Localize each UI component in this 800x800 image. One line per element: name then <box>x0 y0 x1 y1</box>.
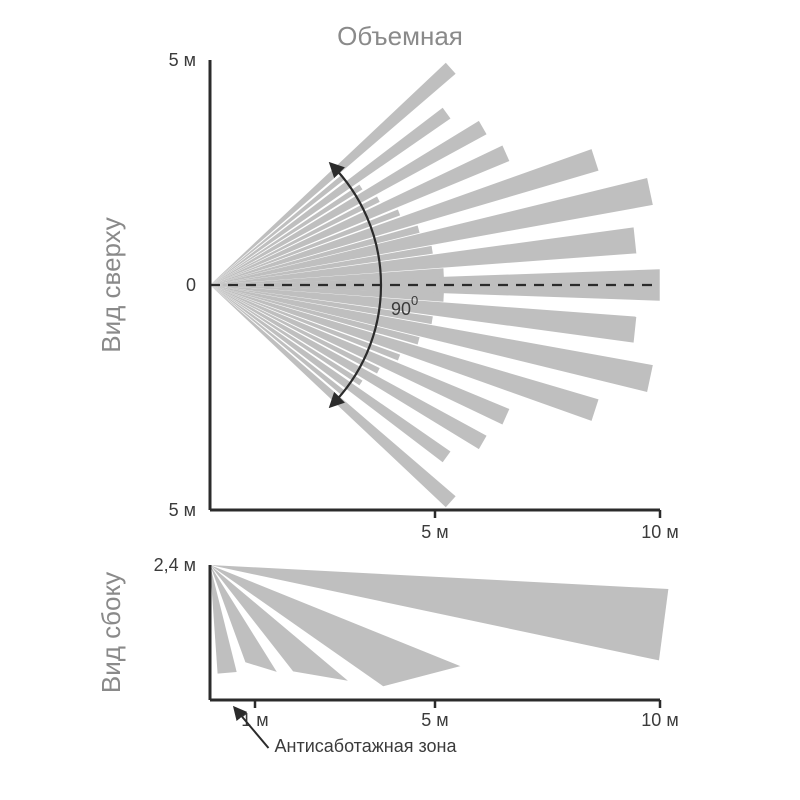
y-tick-label: 5 м <box>169 50 196 70</box>
y-tick-label: 2,4 м <box>154 555 196 575</box>
page-title: Объемная <box>337 21 463 51</box>
footnote-label: Антисаботажная зона <box>275 736 458 756</box>
top-view-label: Вид сверху <box>96 217 126 352</box>
y-tick-label: 0 <box>186 275 196 295</box>
y-tick-label: 5 м <box>169 500 196 520</box>
top-view: 9005 м05 м5 м10 мВид сверху <box>96 50 679 542</box>
side-view: 2,4 м1 м5 м10 мАнтисаботажная зонаВид сб… <box>96 555 679 756</box>
x-tick-label: 10 м <box>641 710 678 730</box>
side-view-label: Вид сбоку <box>96 572 126 693</box>
x-tick-label: 5 м <box>421 522 448 542</box>
x-tick-label: 5 м <box>421 710 448 730</box>
side-beams <box>210 565 668 686</box>
x-tick-label: 10 м <box>641 522 678 542</box>
